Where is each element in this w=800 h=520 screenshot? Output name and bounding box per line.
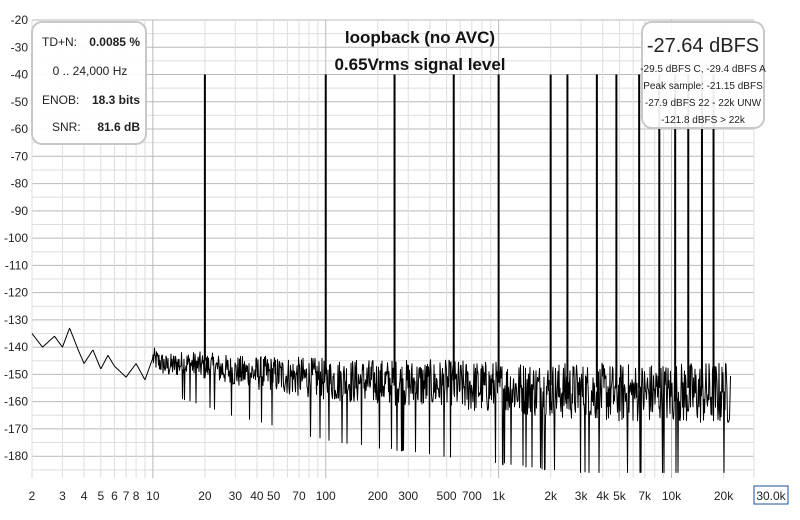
noise-floor-line: [31, 327, 731, 473]
y-tick-label: -130: [4, 313, 28, 327]
chart-title-block: loopback (no AVC) 0.65Vrms signal level: [334, 28, 505, 74]
y-axis-ticks: -20 -30 -40 -50 -60 -70 -80 -90 -100 -110 -120 -130…: [4, 13, 28, 463]
stat-tdn-label: TD+N:: [42, 35, 77, 49]
y-tick-label: -160: [4, 395, 28, 409]
peak-readout-above-band: -121.8 dBFS > 22k: [661, 115, 746, 126]
stat-band-label: 0 .. 24,000 Hz: [53, 64, 128, 78]
x-tick-label: 20: [198, 489, 212, 503]
chart-subtitle: 0.65Vrms signal level: [334, 55, 505, 74]
x-tick-label: 2k: [544, 489, 558, 503]
x-tick-label: 1k: [492, 489, 506, 503]
y-tick-label: -90: [11, 204, 29, 218]
x-tick-label: 5k: [613, 489, 627, 503]
stats-panel: TD+N: 0.0085 % 0 .. 24,000 Hz ENOB: 18.3…: [31, 21, 147, 145]
y-tick-label: -50: [11, 95, 29, 109]
x-tick-label: 6: [111, 489, 118, 503]
x-end-label-text: 30.0k: [756, 489, 786, 503]
y-tick-label: -60: [11, 122, 29, 136]
x-tick-label: 10: [146, 489, 160, 503]
x-tick-label: 500: [437, 489, 457, 503]
peak-readout-frame: [641, 21, 765, 129]
stat-tdn-value: 0.0085 %: [89, 35, 140, 49]
x-tick-label: 100: [316, 489, 336, 503]
x-tick-label: 700: [462, 489, 482, 503]
x-tick-label: 70: [292, 489, 306, 503]
x-end-label-frame: [753, 485, 789, 505]
x-tick-label: 300: [398, 489, 418, 503]
x-tick-label: 10k: [662, 489, 682, 503]
x-tick-label: 4k: [596, 489, 610, 503]
x-tick-label: 40: [250, 489, 264, 503]
x-tick-label: 7k: [638, 489, 652, 503]
x-tick-label: 3k: [575, 489, 589, 503]
y-tick-label: -150: [4, 367, 28, 381]
y-tick-label: -100: [4, 231, 28, 245]
peak-readout-sample: Peak sample: -21.15 dBFS: [643, 81, 763, 92]
stat-enob-label: ENOB:: [42, 93, 79, 107]
stat-snr-label: SNR:: [52, 120, 81, 134]
y-tick-label: -30: [11, 40, 29, 54]
peak-readout-panel: -27.64 dBFS -29.5 dBFS C, -29.4 dBFS A P…: [640, 21, 766, 129]
y-tick-label: -70: [11, 149, 29, 163]
x-axis-ticks: 2 3 4 5 6 7 8 10 20 30 40 50 70 100 200 300 500 700 1k 2k 3k…: [29, 489, 735, 503]
y-tick-label: -180: [4, 449, 28, 463]
x-tick-label: 5: [97, 489, 104, 503]
y-tick-label: -20: [11, 13, 29, 27]
y-tick-label: -170: [4, 422, 28, 436]
stat-enob-value: 18.3 bits: [92, 93, 140, 107]
y-tick-label: -120: [4, 286, 28, 300]
x-tick-label: 50: [267, 489, 281, 503]
chart-title: loopback (no AVC): [345, 28, 495, 47]
x-tick-label: 30: [229, 489, 243, 503]
x-tick-label: 8: [133, 489, 140, 503]
x-tick-label: 2: [29, 489, 36, 503]
y-tick-label: -80: [11, 177, 29, 191]
spectrum-trace: [31, 327, 731, 473]
stat-snr-value: 81.6 dB: [97, 120, 140, 134]
peak-readout-weighted: -29.5 dBFS C, -29.4 dBFS A: [640, 64, 766, 75]
y-tick-label: -140: [4, 340, 28, 354]
x-tick-label: 4: [81, 489, 88, 503]
stats-panel-frame: [31, 21, 147, 145]
x-tick-label: 20k: [714, 489, 734, 503]
y-tick-label: -40: [11, 68, 29, 82]
x-tick-label: 200: [368, 489, 388, 503]
grid-lines: [31, 19, 755, 478]
peak-readout-unweighted: -27.9 dBFS 22 - 22k UNW: [645, 98, 762, 109]
x-end-label: 30.0k: [753, 485, 789, 505]
x-tick-label: 7: [123, 489, 130, 503]
y-tick-label: -110: [5, 258, 28, 272]
x-tick-label: 3: [59, 489, 66, 503]
peak-readout-main: -27.64 dBFS: [647, 35, 759, 57]
